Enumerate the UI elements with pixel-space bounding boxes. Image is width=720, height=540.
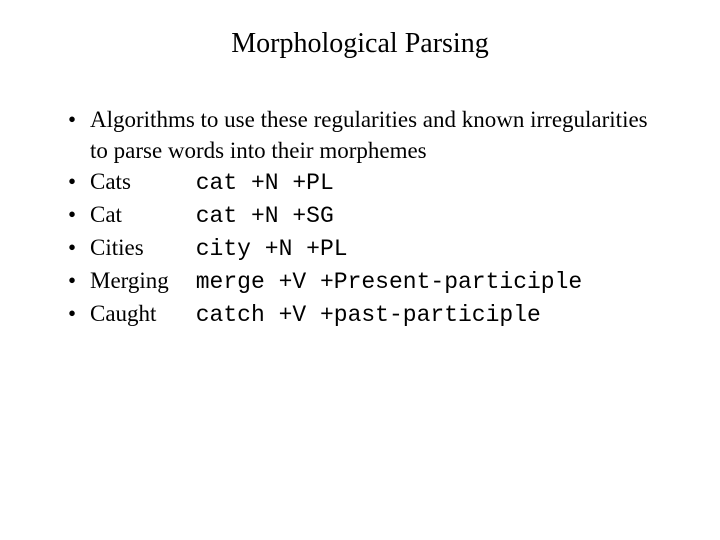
bullet-example: Caught catch +V +past-participle (68, 298, 660, 331)
bullet-example: Cats cat +N +PL (68, 166, 660, 199)
example-word: Merging (90, 265, 190, 296)
slide: Morphological Parsing Algorithms to use … (0, 0, 720, 540)
example-word: Cat (90, 199, 190, 230)
example-parse: cat +N +SG (196, 203, 334, 229)
example-word: Cats (90, 166, 190, 197)
bullet-text: Algorithms to use these regularities and… (90, 107, 648, 163)
example-word: Caught (90, 298, 190, 329)
example-parse: catch +V +past-participle (196, 302, 541, 328)
slide-title: Morphological Parsing (60, 28, 660, 60)
bullet-intro: Algorithms to use these regularities and… (68, 104, 660, 166)
example-parse: merge +V +Present-participle (196, 269, 582, 295)
bullet-example: Merging merge +V +Present-participle (68, 265, 660, 298)
example-word: Cities (90, 232, 190, 263)
bullet-list: Algorithms to use these regularities and… (60, 104, 660, 331)
bullet-example: Cat cat +N +SG (68, 199, 660, 232)
example-parse: city +N +PL (196, 236, 348, 262)
example-parse: cat +N +PL (196, 170, 334, 196)
bullet-example: Cities city +N +PL (68, 232, 660, 265)
